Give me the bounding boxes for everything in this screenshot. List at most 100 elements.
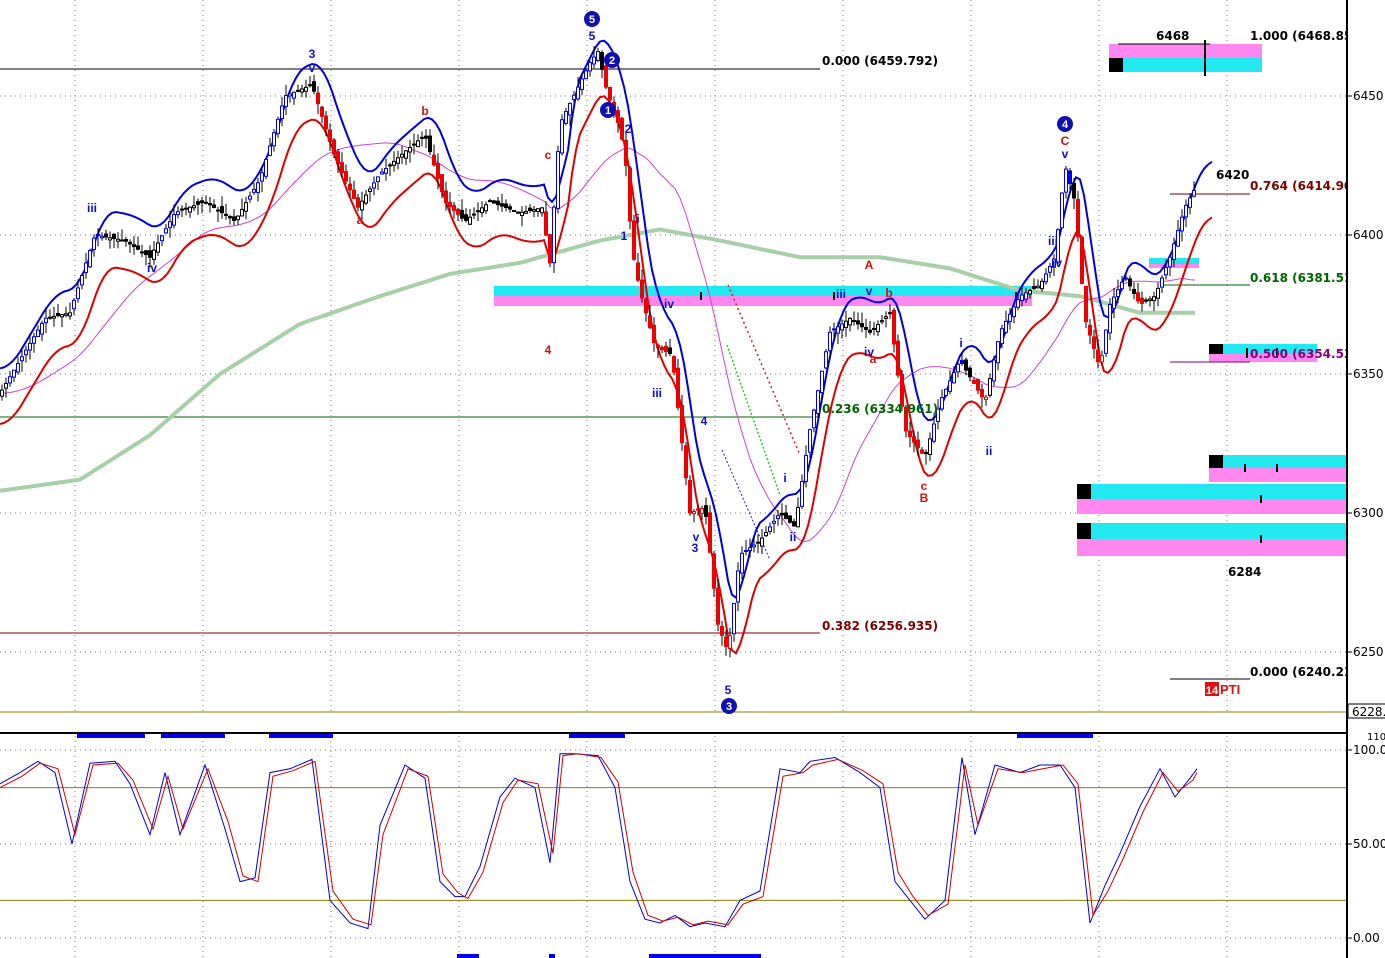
candle-body (368, 188, 372, 192)
candle-body (652, 324, 656, 343)
candle-body (448, 201, 452, 208)
wave-circle (721, 698, 737, 714)
candle-body (200, 200, 204, 204)
candle-body (1016, 299, 1020, 308)
price-label: 6468 (1156, 29, 1189, 43)
candle-body (1080, 236, 1084, 284)
signal-bar-bottom (457, 954, 479, 958)
wave-label-red: b (421, 104, 428, 118)
candle-body (684, 445, 688, 479)
candle-body (592, 56, 596, 65)
candle-body (688, 480, 692, 514)
axis-tick-label: 6250 (1353, 645, 1384, 659)
fibonacci-lines (0, 68, 1385, 734)
zone-low-2-magenta (1077, 499, 1347, 514)
candle-body (708, 512, 712, 553)
wave-label-blue: i (636, 212, 639, 226)
wave-label-blue: ii (790, 530, 797, 544)
candle-body (692, 511, 696, 515)
wave-label-blue: v (866, 284, 873, 298)
candle-body (212, 204, 216, 208)
candle-body (1024, 292, 1028, 300)
candle-body (428, 135, 432, 153)
candle-body (1136, 292, 1140, 302)
candle-body (932, 423, 936, 442)
candlesticks (0, 46, 1196, 658)
candle-body (1132, 288, 1136, 294)
price-label: 6420 (1216, 168, 1249, 182)
wave-label-blue: iv (864, 345, 874, 359)
oscillator-axis-top-label: 110. (1367, 732, 1385, 743)
candle-body (224, 213, 228, 216)
candle-body (76, 287, 80, 300)
candle-body (1028, 290, 1032, 295)
signal-bar-bottom (549, 954, 555, 958)
candle-body (232, 216, 236, 221)
candle-body (128, 241, 132, 245)
candle-body (12, 369, 16, 378)
candle-body (204, 201, 208, 204)
candle-body (944, 388, 948, 396)
candle-body (96, 233, 100, 237)
candle-body (560, 119, 564, 154)
candle-body (404, 150, 408, 159)
candle-body (812, 409, 816, 429)
candle-body (660, 346, 664, 351)
candle-body (512, 210, 516, 213)
candle-body (308, 84, 312, 87)
wave-label-blue: 3 (692, 541, 699, 555)
candle-body (236, 215, 240, 221)
candle-body (1096, 349, 1100, 363)
wave-label-blue: 4 (701, 414, 708, 428)
wave-label-blue: 2 (625, 122, 632, 136)
candle-body (936, 408, 940, 422)
candle-body (288, 93, 292, 97)
candle-body (256, 182, 260, 193)
candle-body (124, 238, 128, 242)
zone-500-marker (1209, 344, 1223, 354)
candle-body (604, 65, 608, 88)
candle-body (880, 320, 884, 323)
candle-body (996, 341, 1000, 364)
channel-line-red (727, 284, 801, 456)
wave-label-blue: 5 (589, 29, 596, 43)
zone-top-magenta (1109, 44, 1262, 58)
candle-body (980, 389, 984, 398)
candle-body (608, 86, 612, 101)
price-labels: 6468 6420 6284 (1118, 29, 1261, 579)
wave-label-blue: v (693, 530, 700, 544)
candle-body (648, 315, 652, 329)
candle-body (700, 508, 704, 514)
candle-body (916, 439, 920, 449)
candle-body (832, 328, 836, 331)
candle-body (264, 158, 268, 177)
candle-body (956, 363, 960, 373)
candle-body (888, 312, 892, 315)
zone-low-3-magenta (1077, 539, 1347, 556)
candle-body (168, 221, 172, 229)
moving-average-magenta (0, 142, 1196, 543)
candle-body (336, 151, 340, 165)
candle-body (504, 203, 508, 209)
candle-body (632, 220, 636, 260)
candle-body (8, 376, 12, 384)
candle-body (588, 62, 592, 72)
wave-label-red: B (920, 491, 929, 505)
candle-body (456, 208, 460, 215)
candle-body (668, 347, 672, 355)
candle-body (444, 190, 448, 204)
candle-body (568, 102, 572, 116)
oscillator-axis-label: 0.00 (1353, 931, 1380, 945)
signal-bar-bottom (649, 954, 761, 958)
candle-body (760, 537, 764, 547)
candle-body (244, 202, 248, 212)
candle-body (380, 171, 384, 175)
candle-body (860, 323, 864, 328)
signal-bar-top (569, 734, 625, 738)
candle-body (712, 553, 716, 589)
wave-label-red: a (870, 352, 877, 366)
zone-low-1-marker (1209, 455, 1223, 468)
candle-body (388, 164, 392, 167)
